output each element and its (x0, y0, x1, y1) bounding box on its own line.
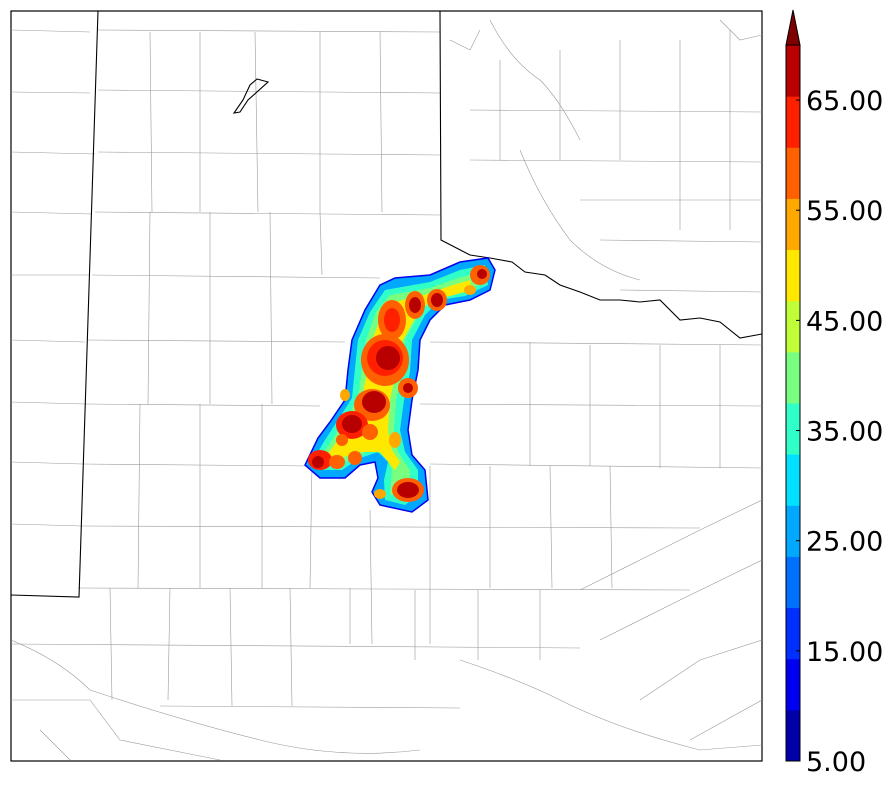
colorbar-extend-arrow (785, 9, 801, 46)
colorbar: 5.00 15.00 25.00 35.00 45.00 55.00 65.00 (785, 9, 883, 778)
colorbar-segment (786, 556, 800, 609)
colorbar-segment (786, 658, 800, 711)
colorbar-border (785, 44, 801, 762)
colorbar-segment (786, 96, 800, 148)
colorbar-segment (786, 147, 800, 199)
colorbar-tick-label: 55.00 (806, 196, 883, 227)
colorbar-segment (786, 300, 800, 353)
storm-cores (308, 265, 490, 502)
colorbar-segment (786, 198, 800, 251)
colorbar-tick-label: 35.00 (806, 417, 883, 448)
colorbar-tick-label: 15.00 (806, 637, 883, 668)
colorbar-segment (786, 607, 800, 660)
colorbar-tick-label: 45.00 (806, 306, 883, 337)
colorbar-tick-label: 5.00 (806, 747, 866, 778)
colorbar-segment (786, 351, 800, 404)
colorbar-segment (786, 249, 800, 302)
colorbar-tick-label: 25.00 (806, 527, 883, 558)
colorbar-segment (786, 709, 800, 762)
colorbar-segment (786, 454, 800, 506)
colorbar-segment (786, 45, 800, 97)
colorbar-tick-label: 65.00 (806, 86, 883, 117)
colorbar-segment (786, 505, 800, 557)
county-boundaries (11, 19, 762, 761)
colorbar-segment (786, 403, 800, 455)
reflectivity-field (304, 257, 496, 513)
